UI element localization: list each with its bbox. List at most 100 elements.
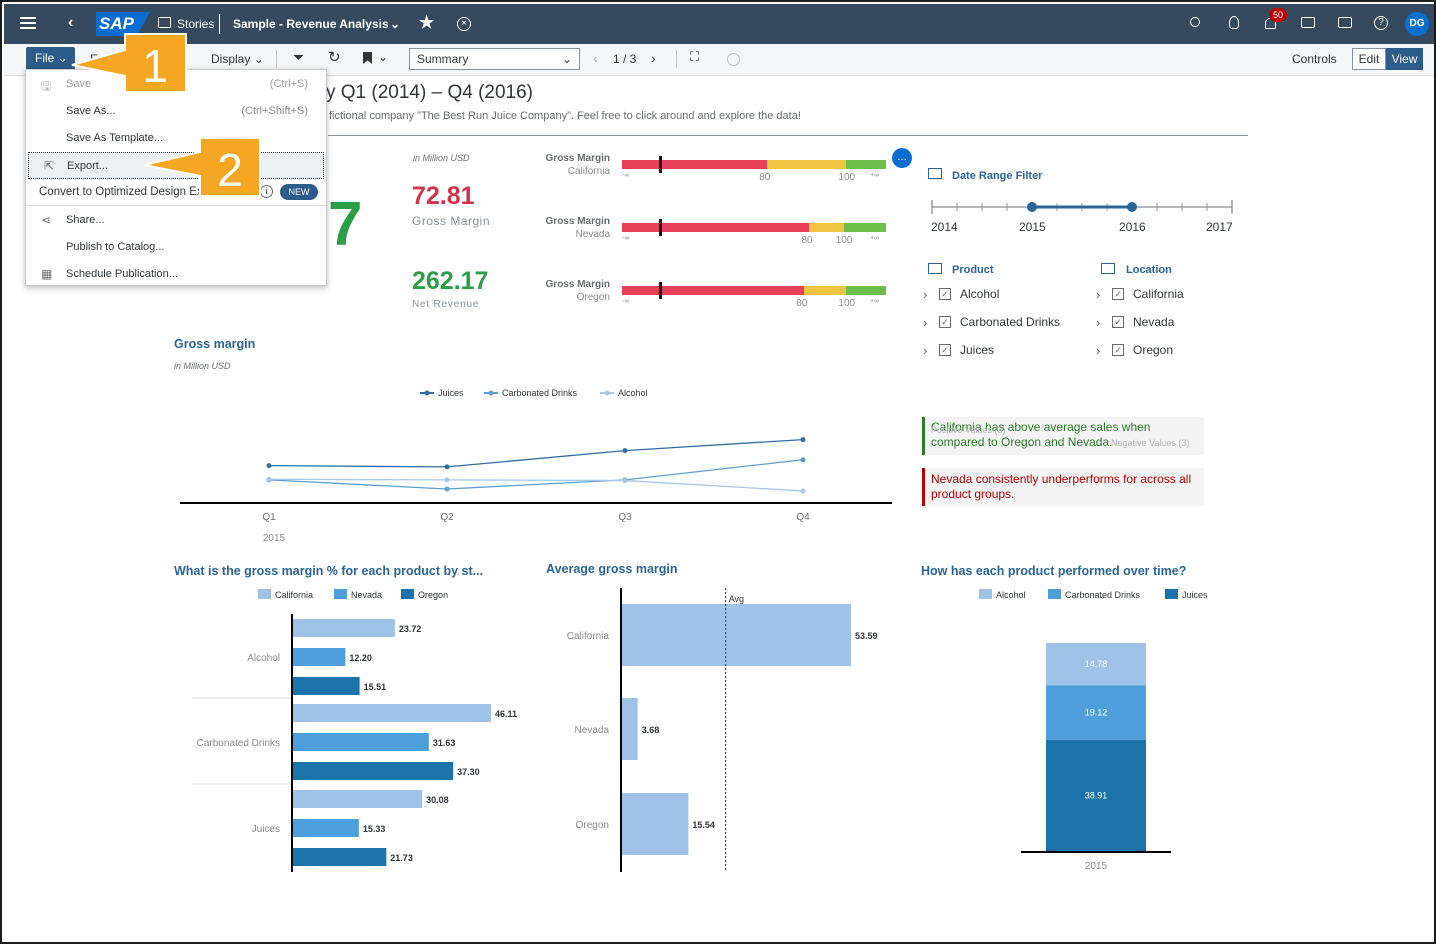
legend-item[interactable]: Juices (420, 388, 464, 398)
bar[interactable] (622, 793, 689, 855)
bar-value-label: 21.73 (390, 853, 413, 863)
bar[interactable] (293, 704, 491, 722)
controls-button[interactable]: Controls (1292, 52, 1337, 66)
checkbox-checked-icon[interactable]: ✓ (939, 288, 951, 300)
menu-item-save-as-template[interactable]: Save As Template... (66, 132, 164, 144)
expand-chevron-icon[interactable]: › (923, 343, 928, 358)
filter-icon[interactable]: ⏷ (293, 49, 305, 65)
legend-item[interactable]: Oregon (401, 589, 448, 600)
legend-label: Oregon (418, 590, 448, 600)
net-revenue-kpi-label: Net Revenue (412, 299, 480, 310)
bullet-region: Nevada (575, 229, 610, 240)
legend-item[interactable]: Nevada (334, 589, 382, 600)
bullet-green-range (846, 160, 886, 169)
checkbox-checked-icon[interactable]: ✓ (1112, 344, 1124, 356)
help-icon[interactable]: ? (1374, 16, 1388, 30)
feedback-icon[interactable] (1338, 17, 1352, 28)
data-point[interactable] (800, 437, 806, 443)
bullet-title: Gross Margin (545, 279, 610, 290)
page-select[interactable]: Summary ⌄ (409, 48, 580, 70)
bar[interactable] (293, 619, 395, 637)
bar[interactable] (622, 604, 851, 666)
overlapping-label: Negative Values (3) (1111, 438, 1190, 448)
search-icon[interactable] (1190, 17, 1200, 27)
user-avatar[interactable]: DG (1405, 12, 1429, 36)
bookmark-chevron-icon[interactable]: ⌄ (378, 50, 389, 64)
menu-item-save[interactable]: 🖫 Save (Ctrl+S) (26, 71, 326, 98)
file-menu-button[interactable]: File ⌄ (26, 47, 75, 70)
story-title[interactable]: Sample - Revenue Analysis (233, 17, 389, 31)
back-chevron-icon[interactable]: ‹ (68, 14, 74, 31)
legend-label: Nevada (351, 590, 382, 600)
checkbox-checked-icon[interactable]: ✓ (1112, 316, 1124, 328)
expand-chevron-icon[interactable]: › (1096, 287, 1101, 302)
bar-value-label: 12.20 (349, 653, 372, 663)
menu-hamburger-icon[interactable] (20, 16, 36, 32)
data-point[interactable] (800, 457, 806, 463)
legend-item[interactable]: Juices (1165, 589, 1208, 600)
display-menu-button[interactable]: Display ⌄ (211, 52, 264, 66)
expand-chevron-icon[interactable]: › (923, 315, 928, 330)
segment-value-label: 19.12 (1085, 708, 1108, 718)
bar[interactable] (293, 762, 454, 780)
bar[interactable] (293, 733, 429, 751)
checkbox-checked-icon[interactable]: ✓ (939, 316, 951, 328)
data-point[interactable] (444, 477, 450, 483)
bar[interactable] (293, 848, 387, 866)
bar[interactable] (293, 790, 423, 808)
menu-item-publish-catalog[interactable]: Publish to Catalog... (66, 241, 165, 253)
data-point[interactable] (266, 463, 272, 469)
checkbox-checked-icon[interactable]: ✓ (939, 344, 951, 356)
location-filter-option: California (1133, 287, 1184, 301)
divider (219, 14, 220, 34)
bar[interactable] (293, 648, 346, 666)
stacked-segment[interactable] (1046, 643, 1146, 686)
range-start-handle[interactable] (1027, 202, 1037, 212)
legend-item[interactable]: Alcohol (979, 589, 1026, 600)
stacked-segment[interactable] (1046, 739, 1146, 851)
discussions-icon[interactable] (1301, 17, 1315, 28)
segment-value-label: 14.78 (1085, 659, 1108, 669)
menu-item-convert-optimized[interactable]: Convert to Optimized Design Ex i NEW (26, 179, 326, 206)
date-range-slider[interactable] (922, 192, 1242, 237)
legend-item[interactable]: Carbonated Drinks (1048, 589, 1141, 600)
expand-chevron-icon[interactable]: › (1096, 343, 1101, 358)
data-point[interactable] (266, 476, 272, 482)
legend-item[interactable]: Alcohol (600, 388, 648, 398)
data-point[interactable] (444, 464, 450, 470)
legend-item[interactable]: California (258, 589, 313, 600)
gross-margin-line-chart: Juices Carbonated Drinks Alcohol Q1 Q2 Q3 Q4 20… (180, 388, 892, 544)
stories-link[interactable]: Stories (177, 17, 215, 31)
year-tick-2016: 2016 (1119, 220, 1146, 234)
favorite-star-icon[interactable]: ★ (419, 13, 435, 32)
bullet-actual-marker (658, 282, 662, 299)
menu-item-export[interactable]: ⇱ Export... (28, 152, 324, 179)
edit-mode-button[interactable]: Edit (1352, 48, 1386, 70)
fullscreen-icon[interactable]: ⛶ (690, 49, 700, 64)
data-point[interactable] (622, 478, 628, 484)
data-point[interactable] (800, 488, 806, 494)
stacked-segment[interactable] (1046, 685, 1146, 740)
bar[interactable] (293, 819, 359, 837)
expand-chevron-icon[interactable]: › (923, 287, 928, 302)
close-story-icon[interactable]: × (457, 17, 471, 31)
view-mode-button[interactable]: View (1386, 48, 1423, 70)
bookmark-icon[interactable] (363, 52, 372, 64)
comment-bubble-icon[interactable]: … (892, 148, 912, 168)
refresh-icon[interactable]: ↻ (328, 49, 341, 66)
next-page-icon[interactable]: › (651, 50, 656, 66)
prev-page-icon[interactable]: ‹ (593, 50, 598, 66)
bar[interactable] (293, 677, 360, 695)
bar[interactable] (622, 698, 638, 760)
chevron-down-icon[interactable]: ⌄ (390, 17, 401, 31)
data-point[interactable] (444, 486, 450, 492)
expand-chevron-icon[interactable]: › (1096, 315, 1101, 330)
menu-item-share[interactable]: ⋖ Share... (41, 213, 105, 227)
menu-item-schedule-publication[interactable]: ▦ Schedule Publication... (41, 267, 178, 281)
checkbox-checked-icon[interactable]: ✓ (1112, 288, 1124, 300)
menu-item-save-as[interactable]: Save As... (Ctrl+Shift+S) (66, 105, 308, 117)
range-end-handle[interactable] (1127, 202, 1137, 212)
lightbulb-icon[interactable] (1229, 16, 1239, 29)
legend-item[interactable]: Carbonated Drinks (484, 388, 578, 398)
data-point[interactable] (622, 448, 628, 454)
